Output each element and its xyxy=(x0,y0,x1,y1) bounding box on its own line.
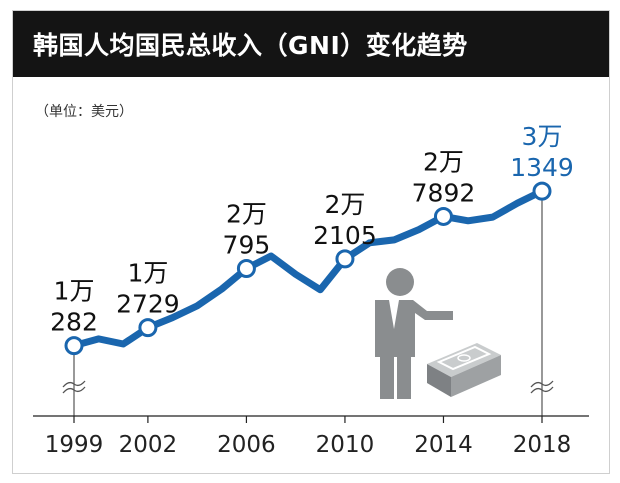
axis-break-icon xyxy=(62,386,86,394)
data-point-2002 xyxy=(138,318,158,338)
data-point-1999 xyxy=(64,336,84,356)
axis-break-icon xyxy=(530,380,554,388)
data-point-2006 xyxy=(236,259,256,279)
x-tick-label: 2002 xyxy=(119,432,178,458)
chart-frame: 韩国人均国民总收入（GNI）变化趋势 （单位：美元） 1万 282 1万 2729 2万… xyxy=(12,10,610,474)
data-label-value: 795 xyxy=(223,231,271,260)
data-point-2010 xyxy=(335,249,355,269)
data-label-wan: 1万 xyxy=(127,259,168,288)
data-label-wan: 3万 xyxy=(522,122,563,151)
data-label-value: 1349 xyxy=(510,153,574,182)
x-tick-label: 2010 xyxy=(316,432,375,458)
data-label-value: 2105 xyxy=(313,221,377,250)
data-label-value: 7892 xyxy=(412,178,476,207)
chart-title: 韩国人均国民总收入（GNI）变化趋势 xyxy=(33,31,468,60)
x-tick-label: 2018 xyxy=(513,432,572,458)
x-tick-label: 1999 xyxy=(45,432,104,458)
data-label-wan: 2万 xyxy=(324,190,365,219)
title-bar: 韩国人均国民总收入（GNI）变化趋势 xyxy=(13,11,609,77)
data-label-value: 282 xyxy=(50,308,98,337)
data-label-wan: 2万 xyxy=(423,147,464,176)
x-tick-label: 2006 xyxy=(217,432,276,458)
data-label-wan: 1万 xyxy=(54,277,95,306)
money-stack-icon xyxy=(427,343,501,397)
data-point-2014 xyxy=(433,206,453,226)
x-tick-label: 2014 xyxy=(414,432,473,458)
businessman-figure-icon xyxy=(375,268,453,399)
axis-break-icon xyxy=(62,380,86,388)
data-label-wan: 2万 xyxy=(226,200,267,229)
data-point-2018 xyxy=(532,181,552,201)
data-label-value: 2729 xyxy=(116,290,180,319)
unit-label: （单位：美元） xyxy=(35,104,133,120)
axis-break-icon xyxy=(530,386,554,394)
